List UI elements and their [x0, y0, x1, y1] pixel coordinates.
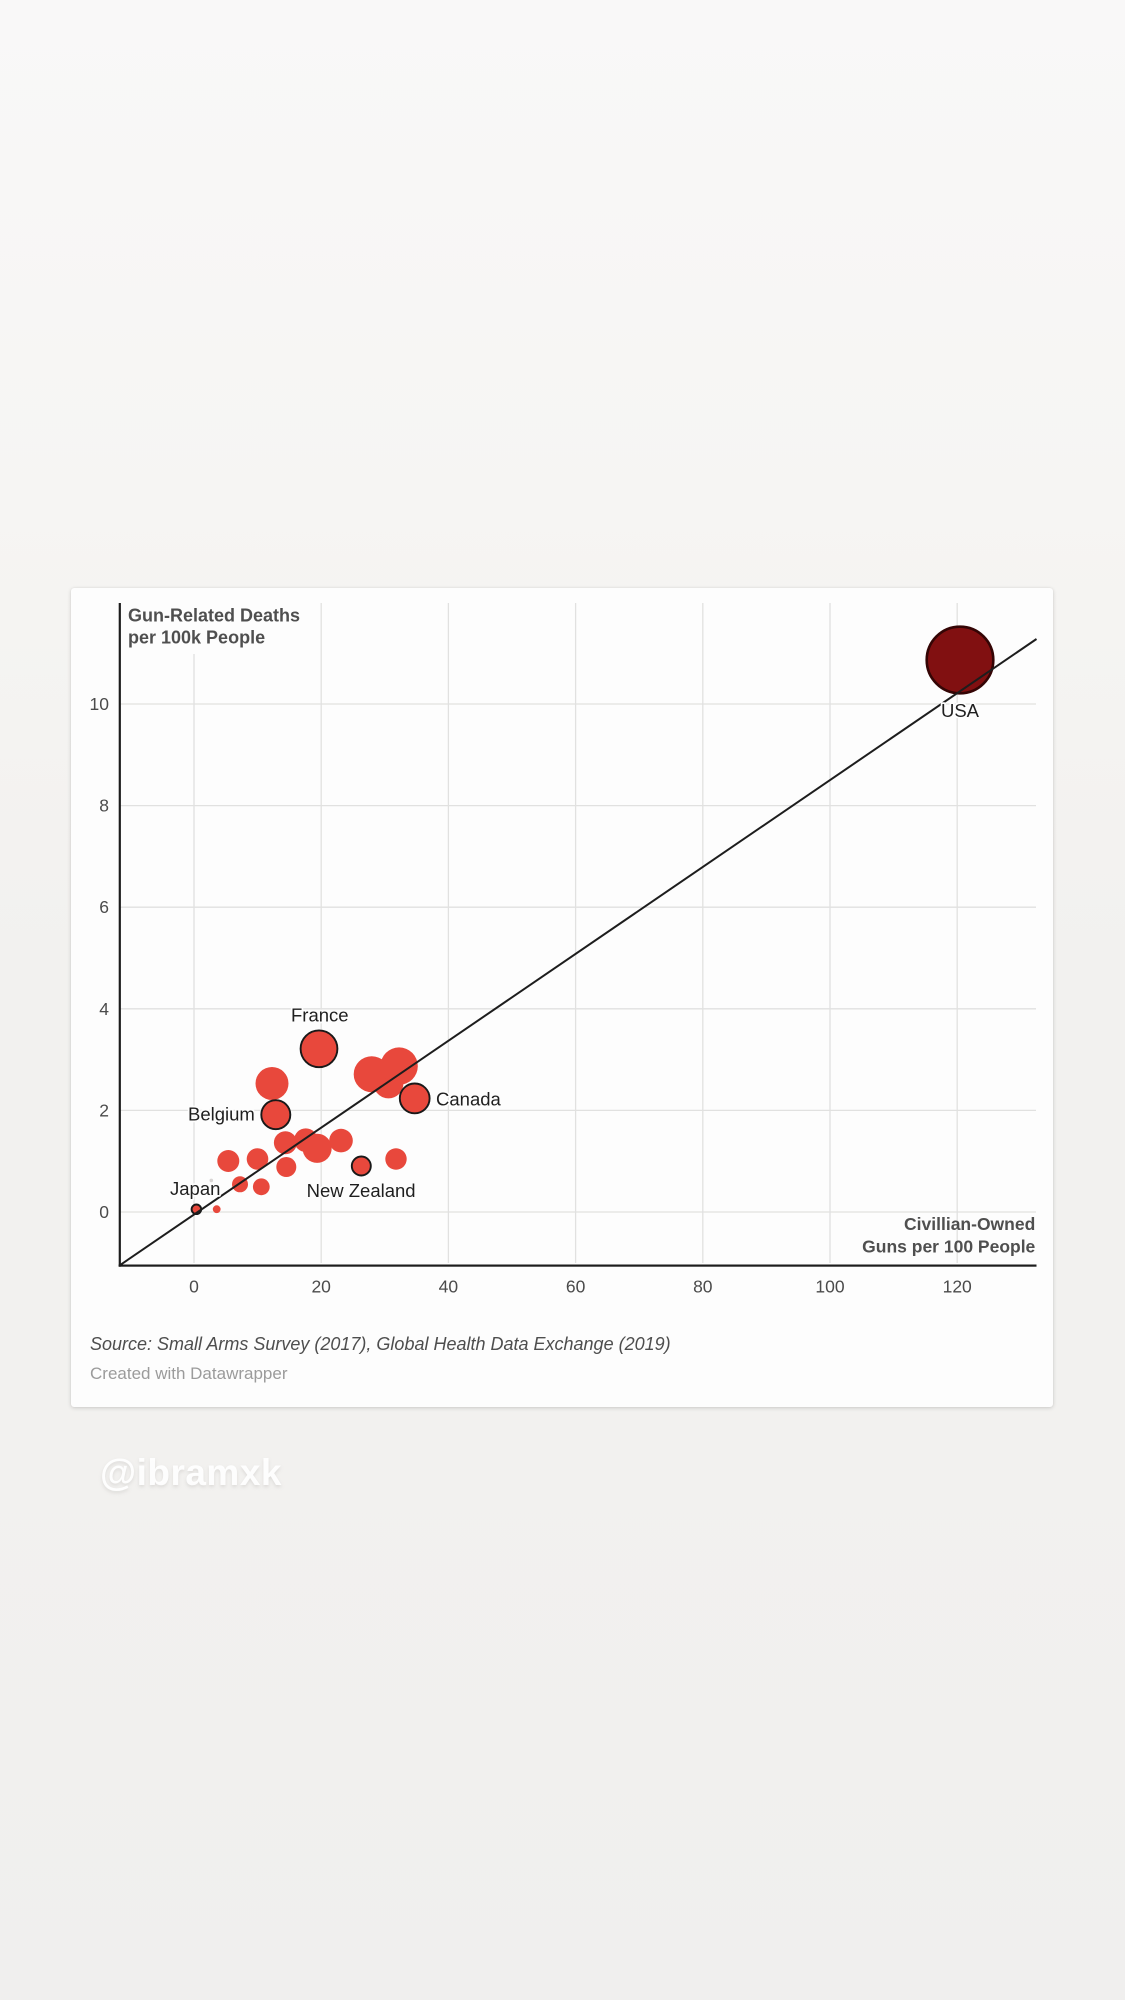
svg-text:6: 6 — [99, 897, 109, 917]
svg-text:New Zealand: New Zealand — [307, 1180, 416, 1201]
svg-text:0: 0 — [189, 1277, 199, 1297]
svg-text:per 100k People: per 100k People — [128, 628, 265, 648]
svg-text:France: France — [291, 1004, 349, 1025]
svg-text:2: 2 — [99, 1100, 109, 1120]
svg-text:0: 0 — [99, 1202, 109, 1222]
svg-text:80: 80 — [693, 1277, 713, 1297]
svg-text:10: 10 — [90, 694, 110, 714]
svg-text:Gun-Related Deaths: Gun-Related Deaths — [128, 606, 300, 626]
svg-text:4: 4 — [99, 999, 109, 1019]
svg-text:Civillian-Owned: Civillian-Owned — [904, 1214, 1035, 1234]
svg-text:100: 100 — [815, 1277, 844, 1297]
svg-text:USA: USA — [941, 700, 980, 721]
svg-text:Japan: Japan — [170, 1178, 220, 1199]
svg-text:40: 40 — [439, 1277, 459, 1297]
svg-text:Guns per 100 People: Guns per 100 People — [862, 1237, 1035, 1257]
svg-text:120: 120 — [943, 1277, 972, 1297]
svg-text:Source: Small Arms Survey (201: Source: Small Arms Survey (2017), Global… — [90, 1334, 671, 1354]
svg-text:Belgium: Belgium — [188, 1104, 255, 1125]
svg-text:20: 20 — [311, 1277, 331, 1297]
svg-text:60: 60 — [566, 1277, 586, 1297]
svg-text:8: 8 — [99, 796, 109, 816]
svg-text:Created with Datawrapper: Created with Datawrapper — [90, 1364, 288, 1383]
svg-text:Canada: Canada — [436, 1089, 502, 1110]
